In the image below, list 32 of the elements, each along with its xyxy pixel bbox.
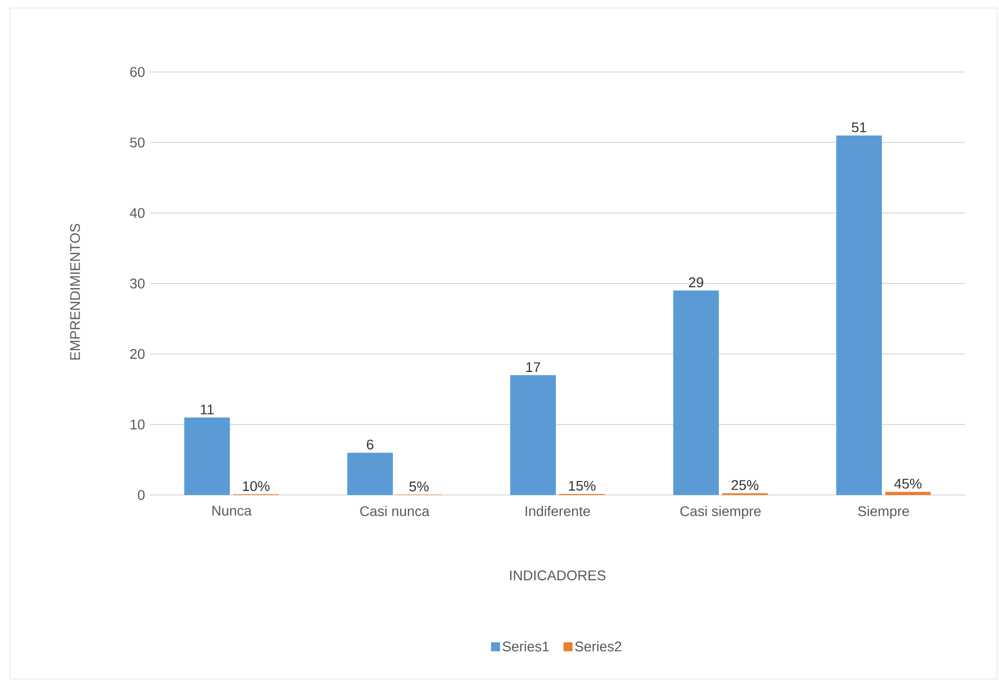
bar <box>347 452 393 495</box>
bar <box>510 375 556 495</box>
data-label: 6 <box>366 440 374 450</box>
data-label: 15% <box>569 480 596 491</box>
data-label: 51 <box>852 122 866 132</box>
y-tick-label: 20 <box>130 349 145 359</box>
legend-label: Series1 <box>502 641 549 652</box>
data-label: 17 <box>526 362 540 372</box>
y-tick-label: 10 <box>130 420 145 430</box>
data-label: 29 <box>688 277 704 288</box>
bar <box>836 135 882 495</box>
x-axis-title: INDICADORES <box>510 570 606 580</box>
data-label: 5% <box>409 482 429 492</box>
y-tick-label: 40 <box>130 208 145 218</box>
data-label: 25% <box>732 480 758 490</box>
x-tick-label: Indiferente <box>526 506 590 516</box>
data-label: 45% <box>894 478 922 489</box>
data-label: 11 <box>200 404 214 414</box>
y-tick-label: 30 <box>130 278 145 288</box>
x-tick-label: Casi siempre <box>680 506 761 519</box>
bar <box>184 417 230 495</box>
legend-label: Series2 <box>575 641 622 652</box>
x-tick-label: Casi nunca <box>360 506 430 516</box>
y-axis-title: EMPRENDIMIENTOS <box>70 224 80 360</box>
x-tick-label: Nunca <box>212 506 252 516</box>
y-tick-label: 50 <box>130 138 145 148</box>
bar <box>885 492 931 495</box>
y-tick-label: 0 <box>138 490 145 500</box>
data-label: 10% <box>243 481 270 492</box>
y-tick-label: 60 <box>130 67 145 77</box>
bar <box>673 290 719 495</box>
x-tick-label: Siempre <box>858 506 909 519</box>
